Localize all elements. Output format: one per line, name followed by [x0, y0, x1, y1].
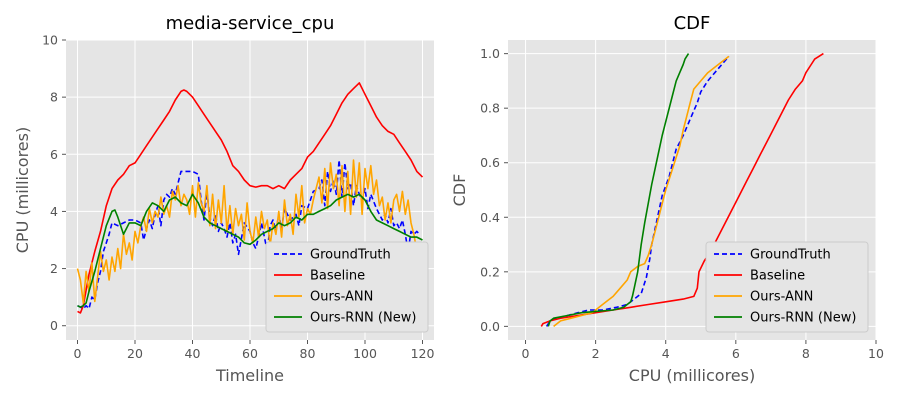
cdf-chart-title: CDF: [674, 13, 711, 34]
timeline-x-tick-label: 60: [242, 346, 258, 361]
cdf-series-ours-ann: [553, 55, 730, 328]
timeline-legend-entry: Ours-RNN (New): [310, 311, 416, 326]
cdf-x-tick-label: 6: [732, 346, 740, 361]
cdf-series-baseline: [540, 52, 824, 327]
timeline-legend-frame: [265, 241, 429, 333]
cdf-x-tick-label: 0: [522, 346, 530, 361]
cdf-y-tick-label: 0.6: [480, 155, 500, 170]
timeline-x-tick-label: 120: [411, 346, 435, 361]
timeline-legend-entry: Baseline: [310, 269, 365, 284]
timeline-chart: 0 20 40 60 80 100 120 0 2 4 6 8 10 media-service_cpu…: [13, 13, 434, 385]
cdf-chart: 0 2 4 6 8 10 0.0 0.2 0.4 0.6 0.8 1.0 CDF CPU (milli…: [450, 13, 884, 385]
timeline-y-tick-label: 10: [42, 33, 58, 48]
cdf-y-tick-label: 0.2: [480, 264, 500, 279]
timeline-series-ours-ann: [76, 159, 421, 304]
cdf-y-axis-label: CDF: [450, 174, 469, 207]
timeline-chart-title: media-service_cpu: [166, 13, 335, 34]
timeline-y-tick-label: 4: [50, 204, 58, 219]
timeline-x-tick-label: 0: [74, 346, 82, 361]
timeline-x-axis-label: Timeline: [215, 366, 284, 385]
timeline-legend-entry: Ours-ANN: [310, 290, 373, 305]
cdf-legend-entry: Ours-RNN (New): [750, 311, 856, 326]
timeline-series-groundtruth: [77, 159, 421, 310]
cdf-x-tick-label: 10: [868, 346, 884, 361]
timeline-legend-entry: GroundTruth: [310, 248, 391, 263]
timeline-x-tick-label: 100: [353, 346, 377, 361]
timeline-legend: GroundTruth Baseline Ours-ANN Ours-RNN (New…: [265, 241, 429, 333]
timeline-x-tick-label: 20: [127, 346, 143, 361]
timeline-y-tick-label: 6: [50, 147, 58, 162]
timeline-y-tick-label: 2: [50, 261, 58, 276]
timeline-series-ours-rnn-new: [77, 193, 423, 308]
cdf-y-tick-label: 0.0: [480, 319, 500, 334]
timeline-y-axis-label: CPU (millicores): [13, 127, 32, 253]
cdf-legend-frame: [705, 241, 869, 333]
cdf-x-axis-label: CPU (millicores): [629, 366, 755, 385]
cdf-x-tick-label: 2: [592, 346, 600, 361]
cdf-legend-entry: Ours-ANN: [750, 290, 813, 305]
cdf-y-tick-label: 0.4: [480, 210, 500, 225]
cdf-legend: GroundTruth Baseline Ours-ANN Ours-RNN (New…: [705, 241, 869, 333]
cdf-series-ours-rnn-new: [547, 53, 690, 327]
cdf-y-tick-label: 1.0: [480, 46, 500, 61]
cdf-legend-entry: GroundTruth: [750, 248, 831, 263]
cdf-x-tick-label: 4: [662, 346, 670, 361]
timeline-y-tick-label: 8: [50, 90, 58, 105]
cdf-y-tick-label: 0.8: [480, 101, 500, 116]
timeline-x-tick-label: 40: [185, 346, 201, 361]
timeline-series-baseline: [77, 82, 424, 314]
cdf-legend-entry: Baseline: [750, 269, 805, 284]
timeline-x-tick-label: 80: [300, 346, 316, 361]
cdf-x-tick-label: 8: [802, 346, 810, 361]
timeline-y-tick-label: 0: [50, 318, 58, 333]
